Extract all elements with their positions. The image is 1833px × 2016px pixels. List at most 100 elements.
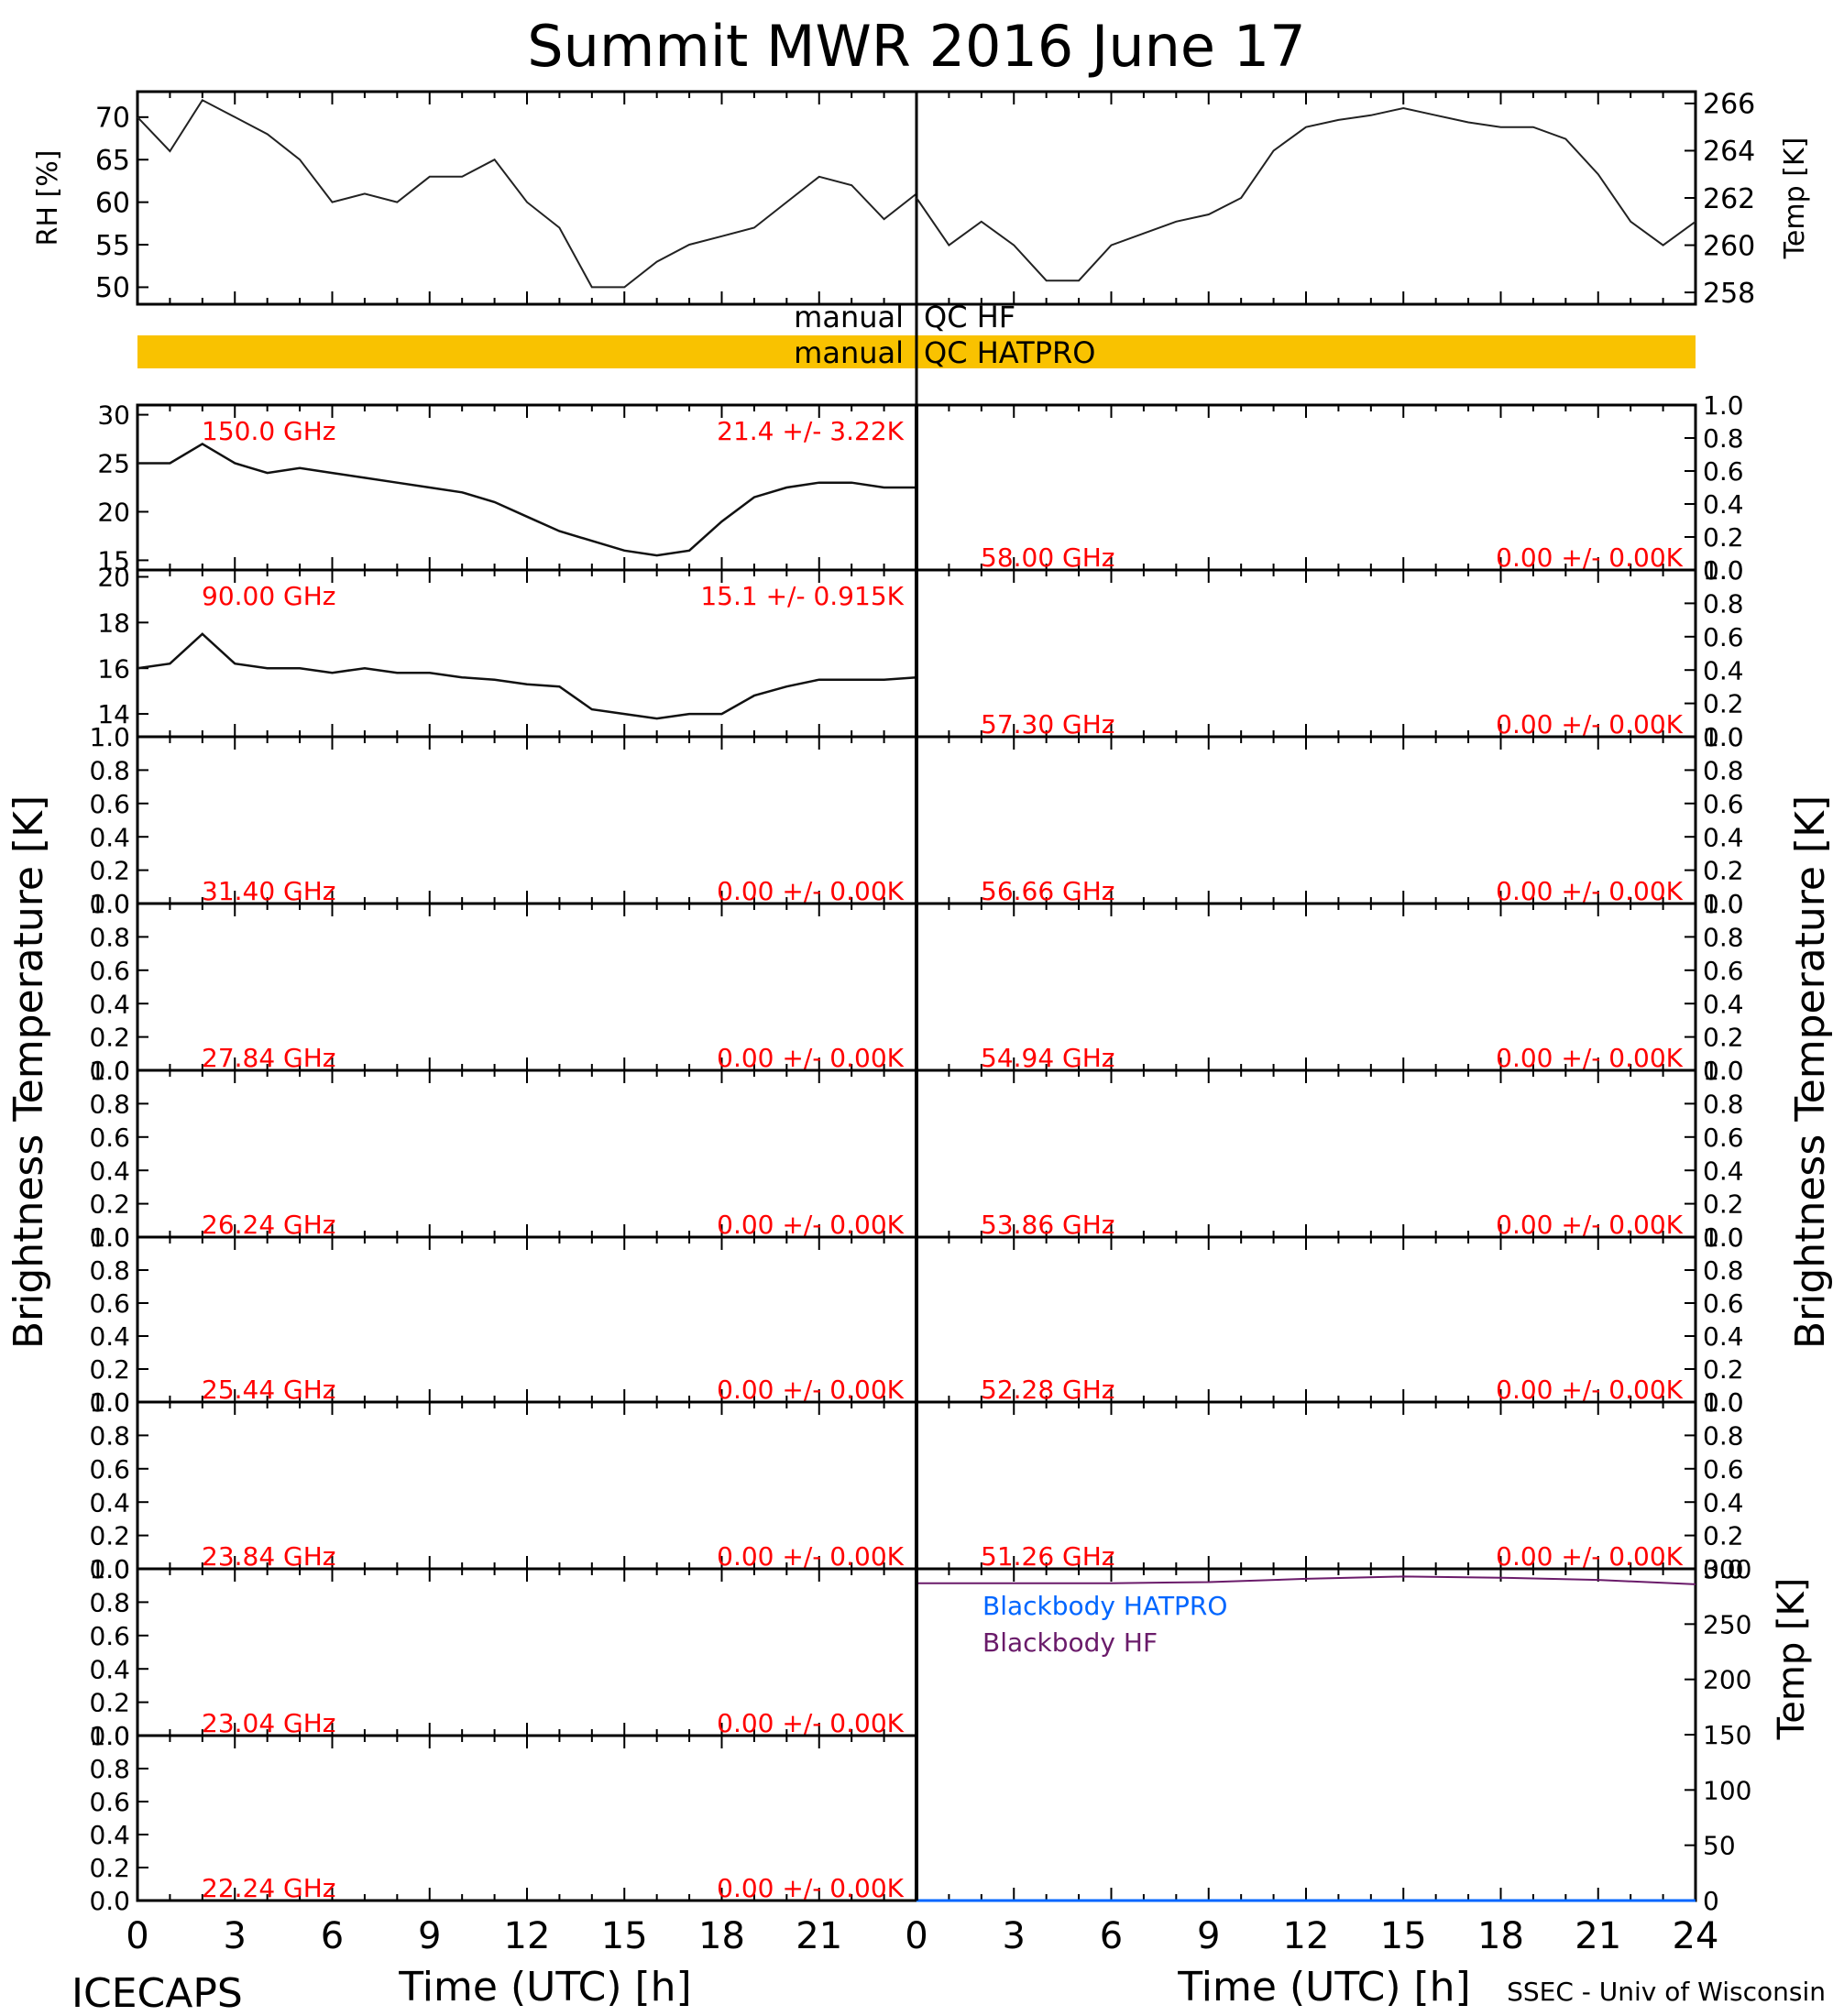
y-tick-label: 0.2 [89, 1853, 130, 1883]
y-tick-label: 1.0 [89, 1721, 130, 1751]
x-tick-label: 0 [126, 1915, 148, 1957]
y-tick-label: 0.8 [89, 1754, 130, 1784]
y-tick-label: 0.8 [89, 1255, 130, 1286]
y-tick-label: 0.2 [1703, 856, 1744, 886]
y-tick-label: 50 [95, 272, 130, 304]
y-tick-label: 0.4 [1703, 1156, 1744, 1186]
y-tick-label: 262 [1703, 183, 1755, 215]
y-tick-label: 100 [1703, 1775, 1751, 1805]
legend-entry: Blackbody HATPRO [982, 1591, 1227, 1621]
qc-hatpro-label-right: QC HATPRO [924, 335, 1095, 370]
y-tick-label: 150 [1703, 1720, 1751, 1750]
tb-series-line [137, 632, 917, 720]
y-tick-label: 0.2 [1703, 689, 1744, 719]
x-tick-label: 9 [1197, 1915, 1220, 1957]
y-tick-label: 0.0 [1703, 889, 1744, 919]
frequency-label: 57.30 GHz [981, 709, 1115, 740]
footer-left-label: ICECAPS [71, 1970, 243, 2016]
y-tick-label: 0.8 [89, 922, 130, 952]
y-tick-label: 0.2 [1703, 1189, 1744, 1220]
y-tick-label: 260 [1703, 230, 1755, 262]
y-tick-label: 0.4 [1703, 989, 1744, 1019]
y-tick-label: 0.4 [1703, 655, 1744, 685]
stats-label: 0.00 +/- 0.00K [717, 1375, 904, 1405]
rh-series-line [137, 98, 917, 289]
y-tick-label: 1.0 [1703, 1222, 1744, 1253]
y-tick-label: 0.8 [1703, 423, 1744, 454]
y-tick-label: 0.4 [1703, 822, 1744, 852]
panel-frame [136, 90, 918, 306]
y-tick-label: 0.0 [1703, 1222, 1744, 1253]
y-tick-label: 0.0 [1703, 1554, 1744, 1584]
y-tick-label: 0.6 [1703, 622, 1744, 652]
panel-frame [915, 90, 1697, 306]
frequency-label: 58.00 GHz [981, 542, 1115, 573]
y-tick-label: 1.0 [89, 889, 130, 919]
panel-tb-31.40: 0.00.20.40.60.81.031.40 GHz 0.00 +/- 0.00… [89, 722, 918, 919]
y-tick-label: 0.6 [89, 1621, 130, 1651]
blackbody-series-line [916, 1575, 1696, 1585]
y-tick-label: 65 [95, 145, 130, 177]
x-tick-label: 9 [418, 1915, 441, 1957]
y-tick-label: 0.2 [89, 1688, 130, 1718]
panel-tb-90: 14 16 18 20 90.00 GHz 15.1 +/- 0.915K [97, 563, 918, 739]
y-tick-label: 0.0 [89, 1056, 130, 1086]
y-tick-label: 0.8 [89, 1089, 130, 1119]
y-tick-label: 200 [1703, 1665, 1751, 1695]
y-tick-label: 1.0 [1703, 722, 1744, 752]
y-tick-label: 0.4 [89, 989, 130, 1019]
y-tick-label: 0.4 [89, 1321, 130, 1352]
y-tick-label: 0.6 [89, 1123, 130, 1153]
y-tick-label: 25 [97, 449, 130, 479]
panel-tb-150: 15 20 25 30 150.0 GHz 21.4 +/- 3.22K [97, 400, 918, 575]
x-tick-label: 15 [601, 1915, 648, 1957]
y-tick-label: 0.4 [89, 1654, 130, 1684]
y-tick-label: 0.6 [1703, 1288, 1744, 1319]
stats-label: 0.00 +/- 0.00K [717, 876, 904, 906]
frequency-label: 25.44 GHz [202, 1375, 336, 1405]
y-tick-label: 0.0 [89, 1721, 130, 1751]
y-tick-label: 1.0 [1703, 1056, 1744, 1086]
air-temp-panel: 258 260 262 264 266 Temp [K] [915, 89, 1811, 310]
qc-hatpro-label-left: manual [794, 335, 904, 370]
panel-tb-56.66: 0.00.20.40.60.81.056.66 GHz 0.00 +/- 0.00… [915, 722, 1744, 919]
stats-label: 0.00 +/- 0.00K [1496, 1210, 1683, 1240]
x-tick-label: 12 [504, 1915, 551, 1957]
x-axis-label: Time (UTC) [h] [1177, 1964, 1470, 2011]
y-tick-label: 0.2 [89, 1354, 130, 1385]
x-tick-label: 24 [1673, 1915, 1719, 1957]
frequency-label: 53.86 GHz [981, 1210, 1115, 1240]
stats-label: 0.00 +/- 0.00K [1496, 1375, 1683, 1405]
axis-labels: 0 3 6 9 12 15 18 21 Time (UTC) [h] 0 3 6 9 12 15 18 21 24… [5, 405, 1833, 2011]
y-tick-label: 1.0 [1703, 889, 1744, 919]
stats-label: 0.00 +/- 0.00K [717, 1210, 904, 1240]
y-tick-label: 16 [97, 653, 130, 684]
y-tick-label: 0.0 [1703, 1056, 1744, 1086]
stats-label: 0.00 +/- 0.00K [1496, 1043, 1683, 1073]
y-tick-label: 0.8 [1703, 922, 1744, 952]
brightness-axis-label-right: Brightness Temperature [K] [1787, 795, 1833, 1349]
frequency-label: 23.84 GHz [202, 1541, 336, 1572]
frequency-label: 26.24 GHz [202, 1210, 336, 1240]
y-tick-label: 250 [1703, 1609, 1751, 1639]
y-tick-label: 15 [97, 545, 130, 575]
frequency-label: 23.04 GHz [202, 1708, 336, 1738]
frequency-label: 31.40 GHz [202, 876, 336, 906]
x-tick-label: 18 [1477, 1915, 1524, 1957]
tb-series-line [137, 442, 916, 557]
y-tick-label: 0 [1703, 1886, 1719, 1916]
stats-label: 0.00 +/- 0.00K [717, 1541, 904, 1572]
y-tick-label: 0.6 [89, 1288, 130, 1319]
y-tick-label: 1.0 [89, 722, 130, 752]
frequency-label: 51.26 GHz [981, 1541, 1115, 1572]
panel-tb-23.04: 0.00.20.40.60.81.023.04 GHz 0.00 +/- 0.00… [89, 1554, 918, 1751]
y-tick-label: 258 [1703, 278, 1755, 310]
frequency-label: 27.84 GHz [202, 1043, 336, 1073]
y-tick-label: 0.2 [89, 1189, 130, 1220]
y-tick-label: 0.6 [1703, 1123, 1744, 1153]
y-tick-label: 1.0 [89, 1554, 130, 1584]
y-tick-label: 0.6 [1703, 789, 1744, 819]
x-axis-label: Time (UTC) [h] [398, 1964, 691, 2011]
